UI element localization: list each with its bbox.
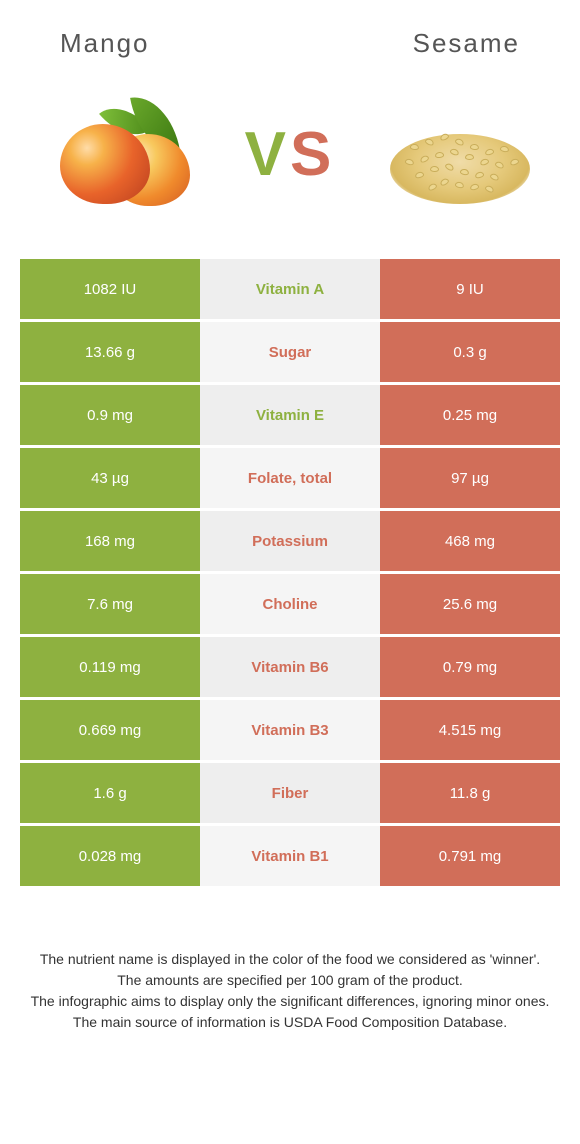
hero-row: VS	[0, 59, 580, 259]
left-value: 1082 IU	[20, 259, 200, 319]
right-value: 11.8 g	[380, 763, 560, 823]
right-value: 25.6 mg	[380, 574, 560, 634]
table-row: 168 mgPotassium468 mg	[20, 511, 560, 571]
right-value: 97 µg	[380, 448, 560, 508]
table-row: 0.9 mgVitamin E0.25 mg	[20, 385, 560, 445]
left-value: 7.6 mg	[20, 574, 200, 634]
nutrient-label: Vitamin B3	[200, 700, 380, 760]
right-value: 9 IU	[380, 259, 560, 319]
right-value: 4.515 mg	[380, 700, 560, 760]
left-value: 13.66 g	[20, 322, 200, 382]
header: Mango Sesame	[0, 0, 580, 59]
nutrient-label: Folate, total	[200, 448, 380, 508]
nutrient-label: Fiber	[200, 763, 380, 823]
table-row: 0.028 mgVitamin B10.791 mg	[20, 826, 560, 886]
sesame-illustration	[380, 84, 540, 224]
left-value: 43 µg	[20, 448, 200, 508]
left-value: 0.119 mg	[20, 637, 200, 697]
nutrient-label: Vitamin B6	[200, 637, 380, 697]
nutrient-label: Sugar	[200, 322, 380, 382]
left-value: 0.028 mg	[20, 826, 200, 886]
table-row: 7.6 mgCholine25.6 mg	[20, 574, 560, 634]
footnote-line: The amounts are specified per 100 gram o…	[30, 970, 550, 991]
right-value: 468 mg	[380, 511, 560, 571]
right-value: 0.3 g	[380, 322, 560, 382]
left-food-title: Mango	[60, 28, 150, 59]
right-value: 0.25 mg	[380, 385, 560, 445]
mango-illustration	[40, 84, 200, 224]
left-value: 0.669 mg	[20, 700, 200, 760]
table-row: 13.66 gSugar0.3 g	[20, 322, 560, 382]
right-value: 0.79 mg	[380, 637, 560, 697]
footnote: The nutrient name is displayed in the co…	[0, 889, 580, 1033]
nutrient-label: Potassium	[200, 511, 380, 571]
table-row: 1.6 gFiber11.8 g	[20, 763, 560, 823]
left-value: 1.6 g	[20, 763, 200, 823]
nutrient-label: Vitamin B1	[200, 826, 380, 886]
table-row: 1082 IUVitamin A9 IU	[20, 259, 560, 319]
table-row: 0.669 mgVitamin B34.515 mg	[20, 700, 560, 760]
footnote-line: The main source of information is USDA F…	[30, 1012, 550, 1033]
vs-label: VS	[245, 119, 336, 190]
footnote-line: The infographic aims to display only the…	[30, 991, 550, 1012]
footnote-line: The nutrient name is displayed in the co…	[30, 949, 550, 970]
left-value: 168 mg	[20, 511, 200, 571]
comparison-table: 1082 IUVitamin A9 IU13.66 gSugar0.3 g0.9…	[0, 259, 580, 886]
nutrient-label: Choline	[200, 574, 380, 634]
left-value: 0.9 mg	[20, 385, 200, 445]
table-row: 43 µgFolate, total97 µg	[20, 448, 560, 508]
nutrient-label: Vitamin A	[200, 259, 380, 319]
table-row: 0.119 mgVitamin B60.79 mg	[20, 637, 560, 697]
right-value: 0.791 mg	[380, 826, 560, 886]
nutrient-label: Vitamin E	[200, 385, 380, 445]
right-food-title: Sesame	[413, 28, 520, 59]
